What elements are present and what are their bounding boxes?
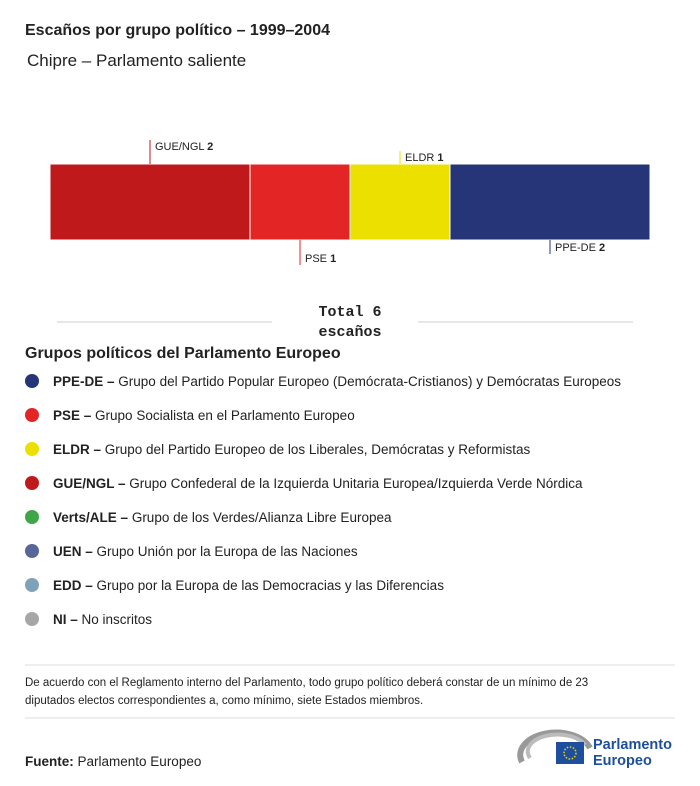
segment-value: 1 <box>437 152 443 164</box>
segment-name: GUE/NGL <box>155 141 204 153</box>
legend-swatch <box>25 612 39 626</box>
logo-text: Europeo <box>593 753 652 769</box>
legend-text: Grupo de los Verdes/Alianza Libre Europe… <box>132 510 392 525</box>
legend-item: GUE/NGL – Grupo Confederal de la Izquier… <box>53 476 583 491</box>
legend-item: NI – No inscritos <box>53 612 152 627</box>
segment-value: 2 <box>599 242 605 254</box>
segment-value: 2 <box>207 141 213 153</box>
segment-name: PPE-DE <box>555 242 596 254</box>
bar-segment <box>349 163 451 241</box>
legend-swatch <box>25 408 39 422</box>
legend-abbr: NI – <box>53 612 78 627</box>
source: Fuente: Parlamento Europeo <box>25 754 201 769</box>
legend-item: UEN – Grupo Unión por la Europa de las N… <box>53 544 358 559</box>
legend-abbr: ELDR – <box>53 442 102 457</box>
segment-label: PSE 1 <box>305 253 336 265</box>
legend-abbr: GUE/NGL – <box>53 476 126 491</box>
legend-text: Grupo del Partido Europeo de los Liberal… <box>105 442 531 457</box>
total-unit: escaños <box>318 324 381 341</box>
legend-abbr: Verts/ALE – <box>53 510 129 525</box>
source-label: Fuente: <box>25 754 74 769</box>
legend-text: Grupo del Partido Popular Europeo (Demóc… <box>118 374 621 389</box>
chart-subtitle: Chipre – Parlamento saliente <box>27 51 246 70</box>
legend-abbr: EDD – <box>53 578 93 593</box>
legend-swatch <box>25 578 39 592</box>
legend-item: EDD – Grupo por la Europa de las Democra… <box>53 578 444 593</box>
legend-abbr: UEN – <box>53 544 93 559</box>
legend-title: Grupos políticos del Parlamento Europeo <box>25 345 341 362</box>
note: diputados electos correspondientes a, co… <box>25 695 423 707</box>
logo-arc <box>525 732 587 760</box>
total-value: 6 <box>373 304 382 321</box>
legend-abbr: PPE-DE – <box>53 374 115 389</box>
legend-swatch <box>25 374 39 388</box>
legend-text: Grupo Unión por la Europa de las Nacione… <box>97 544 358 559</box>
bar-segment <box>449 163 651 241</box>
legend-item: Verts/ALE – Grupo de los Verdes/Alianza … <box>53 510 392 525</box>
segment-label: ELDR 1 <box>405 152 444 164</box>
segment-name: PSE <box>305 253 327 265</box>
logo-flag <box>556 742 584 764</box>
logo-stars <box>563 746 577 760</box>
legend-text: Grupo Socialista en el Parlamento Europe… <box>95 408 355 423</box>
total-label: Total <box>318 304 363 321</box>
legend-text: Grupo Confederal de la Izquierda Unitari… <box>129 476 583 491</box>
legend-swatch <box>25 476 39 490</box>
bar-segment <box>49 163 251 241</box>
legend-swatch <box>25 442 39 456</box>
legend-swatch <box>25 510 39 524</box>
legend-abbr: PSE – <box>53 408 92 423</box>
note: De acuerdo con el Reglamento interno del… <box>25 677 588 689</box>
segment-value: 1 <box>330 253 336 265</box>
legend-swatch <box>25 544 39 558</box>
legend-text: No inscritos <box>82 612 153 627</box>
legend-text: Grupo por la Europa de las Democracias y… <box>97 578 445 593</box>
bar-segment <box>249 163 351 241</box>
legend-item: PPE-DE – Grupo del Partido Popular Europ… <box>53 374 621 389</box>
legend-item: PSE – Grupo Socialista en el Parlamento … <box>53 408 355 423</box>
total-line: Total 6 <box>318 304 381 321</box>
segment-name: ELDR <box>405 152 434 164</box>
logo: Parlamento Europeo <box>517 729 672 769</box>
legend-item: ELDR – Grupo del Partido Europeo de los … <box>53 442 530 457</box>
logo-text: Parlamento <box>593 737 672 753</box>
segment-label: GUE/NGL 2 <box>155 141 213 153</box>
segment-label: PPE-DE 2 <box>555 242 605 254</box>
chart-title: Escaños por grupo político – 1999–2004 <box>25 22 330 39</box>
source-text: Parlamento Europeo <box>78 754 202 769</box>
